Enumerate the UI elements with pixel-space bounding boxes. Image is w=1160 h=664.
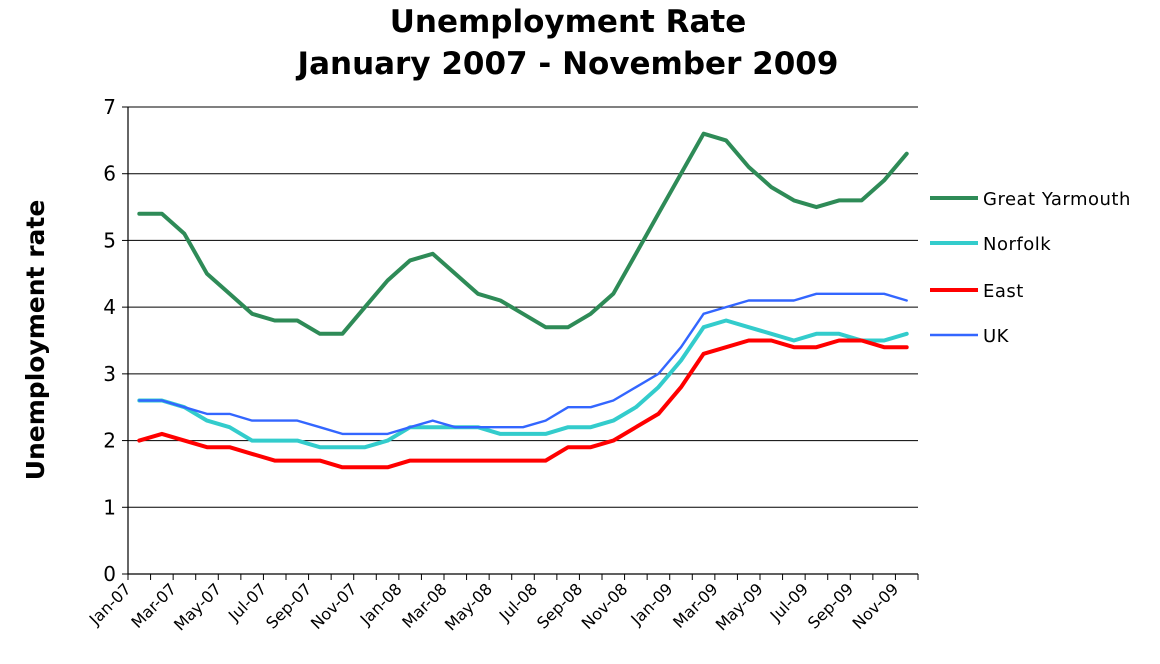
legend-label: UK: [983, 326, 1010, 347]
legend-label: East: [983, 281, 1024, 302]
legend-label: Norfolk: [983, 234, 1051, 255]
legend-label: Great Yarmouth: [983, 189, 1131, 210]
x-tick-label: Nov-07: [307, 579, 361, 633]
x-tick-label: Jan-08: [356, 579, 406, 629]
series-line-uk: [138, 292, 908, 436]
series-line-great-yarmouth: [137, 131, 909, 336]
series-line-norfolk: [137, 318, 909, 450]
x-tick-label: May-07: [170, 579, 225, 634]
y-tick-label: 5: [103, 228, 116, 252]
x-tick-label: Jan-07: [85, 579, 135, 629]
y-tick-label: 4: [103, 295, 116, 319]
y-tick-label: 3: [103, 362, 116, 386]
x-tick-label: May-09: [712, 579, 767, 634]
y-tick-label: 1: [103, 495, 116, 519]
x-tick-label: Jan-09: [626, 579, 676, 629]
x-tick-label: Sep-09: [804, 579, 857, 632]
chart-title-line-1: Unemployment Rate: [390, 4, 747, 40]
x-tick-label: Sep-08: [533, 579, 586, 632]
y-tick-label: 6: [103, 162, 116, 186]
y-axis-label: Unemployment rate: [21, 200, 50, 481]
legend: Great Yarmouth Norfolk East UK: [930, 189, 1131, 347]
x-tick-label: Nov-08: [578, 579, 632, 633]
series-line-east: [137, 338, 909, 470]
x-tick-label: Sep-07: [262, 579, 315, 632]
y-tick-label: 0: [103, 562, 116, 586]
series-lines: [137, 131, 909, 470]
x-tick-label: May-08: [441, 579, 496, 634]
x-tick-label: Nov-09: [849, 579, 903, 633]
chart-title-line-2: January 2007 - November 2009: [296, 46, 839, 82]
y-tick-label: 7: [103, 95, 116, 119]
y-tick-label: 2: [103, 429, 116, 453]
